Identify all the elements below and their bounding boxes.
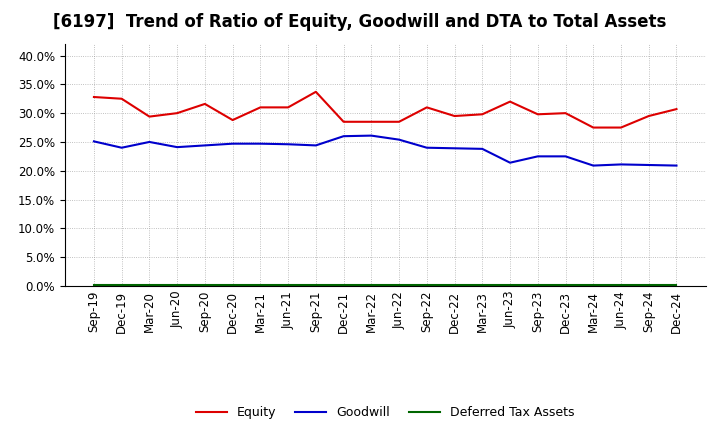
Deferred Tax Assets: [616, 282, 625, 287]
Goodwill: [505, 160, 514, 165]
Deferred Tax Assets: [644, 282, 653, 287]
Line: Goodwill: Goodwill: [94, 136, 677, 165]
Deferred Tax Assets: [561, 282, 570, 287]
Goodwill: [423, 145, 431, 150]
Equity: [228, 117, 237, 123]
Goodwill: [228, 141, 237, 147]
Goodwill: [672, 163, 681, 168]
Equity: [616, 125, 625, 130]
Goodwill: [284, 142, 292, 147]
Equity: [589, 125, 598, 130]
Goodwill: [89, 139, 98, 144]
Equity: [505, 99, 514, 104]
Goodwill: [395, 137, 403, 142]
Deferred Tax Assets: [312, 282, 320, 287]
Goodwill: [145, 139, 154, 145]
Goodwill: [450, 146, 459, 151]
Goodwill: [117, 145, 126, 150]
Deferred Tax Assets: [339, 282, 348, 287]
Equity: [339, 119, 348, 125]
Goodwill: [173, 144, 181, 150]
Goodwill: [616, 162, 625, 167]
Line: Equity: Equity: [94, 92, 677, 128]
Deferred Tax Assets: [367, 282, 376, 287]
Deferred Tax Assets: [505, 282, 514, 287]
Deferred Tax Assets: [395, 282, 403, 287]
Goodwill: [312, 143, 320, 148]
Deferred Tax Assets: [672, 282, 681, 287]
Deferred Tax Assets: [117, 282, 126, 287]
Legend: Equity, Goodwill, Deferred Tax Assets: Equity, Goodwill, Deferred Tax Assets: [191, 401, 580, 424]
Deferred Tax Assets: [284, 282, 292, 287]
Text: [6197]  Trend of Ratio of Equity, Goodwill and DTA to Total Assets: [6197] Trend of Ratio of Equity, Goodwil…: [53, 13, 667, 31]
Deferred Tax Assets: [173, 282, 181, 287]
Deferred Tax Assets: [89, 282, 98, 287]
Deferred Tax Assets: [256, 282, 265, 287]
Equity: [312, 89, 320, 95]
Equity: [644, 114, 653, 119]
Deferred Tax Assets: [589, 282, 598, 287]
Equity: [534, 112, 542, 117]
Deferred Tax Assets: [423, 282, 431, 287]
Deferred Tax Assets: [534, 282, 542, 287]
Goodwill: [339, 134, 348, 139]
Equity: [478, 112, 487, 117]
Equity: [367, 119, 376, 125]
Goodwill: [644, 162, 653, 168]
Deferred Tax Assets: [201, 282, 210, 287]
Goodwill: [534, 154, 542, 159]
Equity: [201, 101, 210, 106]
Deferred Tax Assets: [145, 282, 154, 287]
Deferred Tax Assets: [478, 282, 487, 287]
Deferred Tax Assets: [228, 282, 237, 287]
Equity: [173, 110, 181, 116]
Equity: [395, 119, 403, 125]
Equity: [672, 106, 681, 112]
Goodwill: [561, 154, 570, 159]
Equity: [89, 94, 98, 99]
Goodwill: [367, 133, 376, 138]
Goodwill: [478, 146, 487, 151]
Equity: [256, 105, 265, 110]
Deferred Tax Assets: [450, 282, 459, 287]
Equity: [284, 105, 292, 110]
Equity: [561, 110, 570, 116]
Equity: [450, 114, 459, 119]
Equity: [117, 96, 126, 101]
Goodwill: [256, 141, 265, 147]
Equity: [423, 105, 431, 110]
Equity: [145, 114, 154, 119]
Goodwill: [589, 163, 598, 168]
Goodwill: [201, 143, 210, 148]
